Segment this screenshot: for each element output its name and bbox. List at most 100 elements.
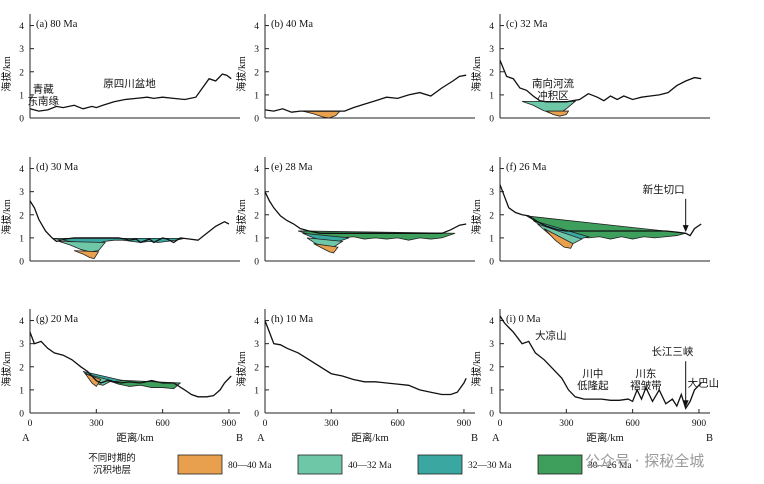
annotation-line-1: 川中 bbox=[582, 367, 603, 380]
y-tick-label: 3 bbox=[254, 340, 259, 350]
y-tick-label: 0 bbox=[489, 258, 494, 268]
annotation-line-2: 褶皱带 bbox=[630, 379, 662, 392]
y-tick-label: 4 bbox=[19, 22, 24, 32]
surface-profile-line bbox=[499, 315, 702, 410]
y-tick-label: 1 bbox=[489, 91, 494, 101]
y-axis-label: 海拔/km bbox=[0, 56, 13, 92]
legend-swatch-1 bbox=[177, 454, 223, 475]
annotation-line-2: 冲积区 bbox=[537, 89, 569, 102]
y-axis-label: 海拔/km bbox=[235, 56, 248, 92]
y-tick-label: 2 bbox=[254, 211, 259, 221]
surface-profile-line bbox=[29, 331, 232, 398]
legend-label-4: 30—26 Ma bbox=[588, 461, 632, 471]
panel-5: 0 1 2 3 4 海拔/km (e) 28 Ma bbox=[235, 157, 475, 268]
x-tick-label: 0 bbox=[498, 419, 503, 429]
annotation: 长江三峡 bbox=[651, 345, 693, 358]
surface-profile-line bbox=[499, 184, 702, 237]
profile-start-label: A bbox=[492, 433, 500, 444]
y-tick-label: 4 bbox=[254, 165, 259, 175]
y-tick-label: 0 bbox=[489, 410, 494, 420]
panel-6: 0 1 2 3 4 海拔/km (f) 26 Ma 新生切口 bbox=[470, 157, 710, 268]
surface-profile-line bbox=[264, 320, 467, 396]
annotation: 大凉山 bbox=[535, 329, 567, 342]
strata-layer-80-40 bbox=[313, 243, 339, 254]
annotation-line-2: 低隆起 bbox=[577, 379, 609, 392]
profile-start-label: A bbox=[22, 433, 30, 444]
x-tick-label: 900 bbox=[222, 419, 237, 429]
surface-profile-line bbox=[264, 191, 467, 234]
y-tick-label: 0 bbox=[19, 410, 24, 420]
y-axis-label: 海拔/km bbox=[235, 351, 248, 387]
y-tick-label: 0 bbox=[254, 115, 259, 125]
y-axis-label: 海拔/km bbox=[235, 199, 248, 235]
y-tick-label: 2 bbox=[489, 363, 494, 373]
panel-4: 0 1 2 3 4 海拔/km (d) 30 Ma bbox=[0, 157, 240, 268]
x-axis-label: 距离/km bbox=[586, 431, 623, 444]
y-tick-label: 4 bbox=[489, 22, 494, 32]
y-tick-label: 0 bbox=[489, 115, 494, 125]
x-tick-label: 300 bbox=[324, 419, 339, 429]
y-tick-label: 3 bbox=[19, 45, 24, 55]
panel-label: (f) 26 Ma bbox=[506, 162, 547, 173]
panel-label: (b) 40 Ma bbox=[271, 19, 313, 30]
y-tick-label: 4 bbox=[19, 165, 24, 175]
y-tick-label: 3 bbox=[489, 45, 494, 55]
watermark-text: 公众号 · 探秘全城 bbox=[585, 452, 704, 470]
strata-layer-80-40 bbox=[84, 372, 102, 388]
x-axis-label: 距离/km bbox=[116, 431, 153, 444]
y-tick-label: 1 bbox=[254, 91, 259, 101]
panel-label: (e) 28 Ma bbox=[271, 162, 313, 173]
x-tick-label: 600 bbox=[156, 419, 171, 429]
legend-label-3: 32—30 Ma bbox=[468, 461, 512, 471]
panel-label: (c) 32 Ma bbox=[506, 19, 548, 30]
x-tick-label: 600 bbox=[391, 419, 406, 429]
panel-label: (d) 30 Ma bbox=[36, 162, 78, 173]
y-tick-label: 4 bbox=[489, 317, 494, 327]
annotation-line-1: 南向河流 bbox=[532, 77, 574, 90]
x-tick-label: 300 bbox=[89, 419, 104, 429]
x-tick-label: 900 bbox=[692, 419, 707, 429]
surface-profile-line bbox=[29, 200, 230, 244]
legend-label-1: 80—40 Ma bbox=[228, 461, 272, 471]
annotation-line-1: 川东 bbox=[635, 367, 656, 380]
y-tick-label: 2 bbox=[489, 211, 494, 221]
surface-profile-line bbox=[29, 73, 232, 112]
y-tick-label: 4 bbox=[489, 165, 494, 175]
annotation: 新生切口 bbox=[643, 183, 685, 196]
annotation-arrow-head bbox=[682, 225, 689, 233]
y-tick-label: 0 bbox=[19, 258, 24, 268]
y-tick-label: 4 bbox=[254, 22, 259, 32]
x-tick-label: 600 bbox=[626, 419, 641, 429]
y-axis-label: 海拔/km bbox=[0, 199, 13, 235]
y-tick-label: 3 bbox=[19, 188, 24, 198]
y-tick-label: 3 bbox=[254, 45, 259, 55]
y-tick-label: 2 bbox=[19, 363, 24, 373]
x-tick-label: 900 bbox=[457, 419, 472, 429]
y-axis-label: 海拔/km bbox=[0, 351, 13, 387]
legend-title-line-1: 不同时期的 bbox=[88, 452, 136, 464]
x-tick-label: 300 bbox=[559, 419, 574, 429]
strata-layer-30-26 bbox=[105, 379, 182, 390]
y-tick-label: 1 bbox=[254, 386, 259, 396]
profile-start-label: A bbox=[257, 433, 265, 444]
y-tick-label: 2 bbox=[254, 363, 259, 373]
strata-layer-80-40 bbox=[302, 110, 342, 119]
profile-end-label: B bbox=[236, 433, 243, 444]
panel-label: (i) 0 Ma bbox=[506, 314, 541, 325]
y-tick-label: 3 bbox=[489, 340, 494, 350]
y-tick-label: 0 bbox=[19, 115, 24, 125]
surface-profile-line bbox=[264, 74, 467, 113]
y-tick-label: 2 bbox=[254, 68, 259, 78]
panel-8: 0 1 2 3 4 0 300 600 900 距离/km A B 海拔/km (h) 10 Ma bbox=[235, 309, 478, 444]
y-tick-label: 2 bbox=[19, 68, 24, 78]
y-tick-label: 2 bbox=[19, 211, 24, 221]
panel-2: 0 1 2 3 4 海拔/km (b) 40 Ma bbox=[235, 14, 475, 125]
legend-swatch-4 bbox=[537, 454, 583, 475]
y-tick-label: 1 bbox=[19, 234, 24, 244]
y-tick-label: 1 bbox=[254, 234, 259, 244]
annotation-arrow-head bbox=[682, 400, 689, 408]
